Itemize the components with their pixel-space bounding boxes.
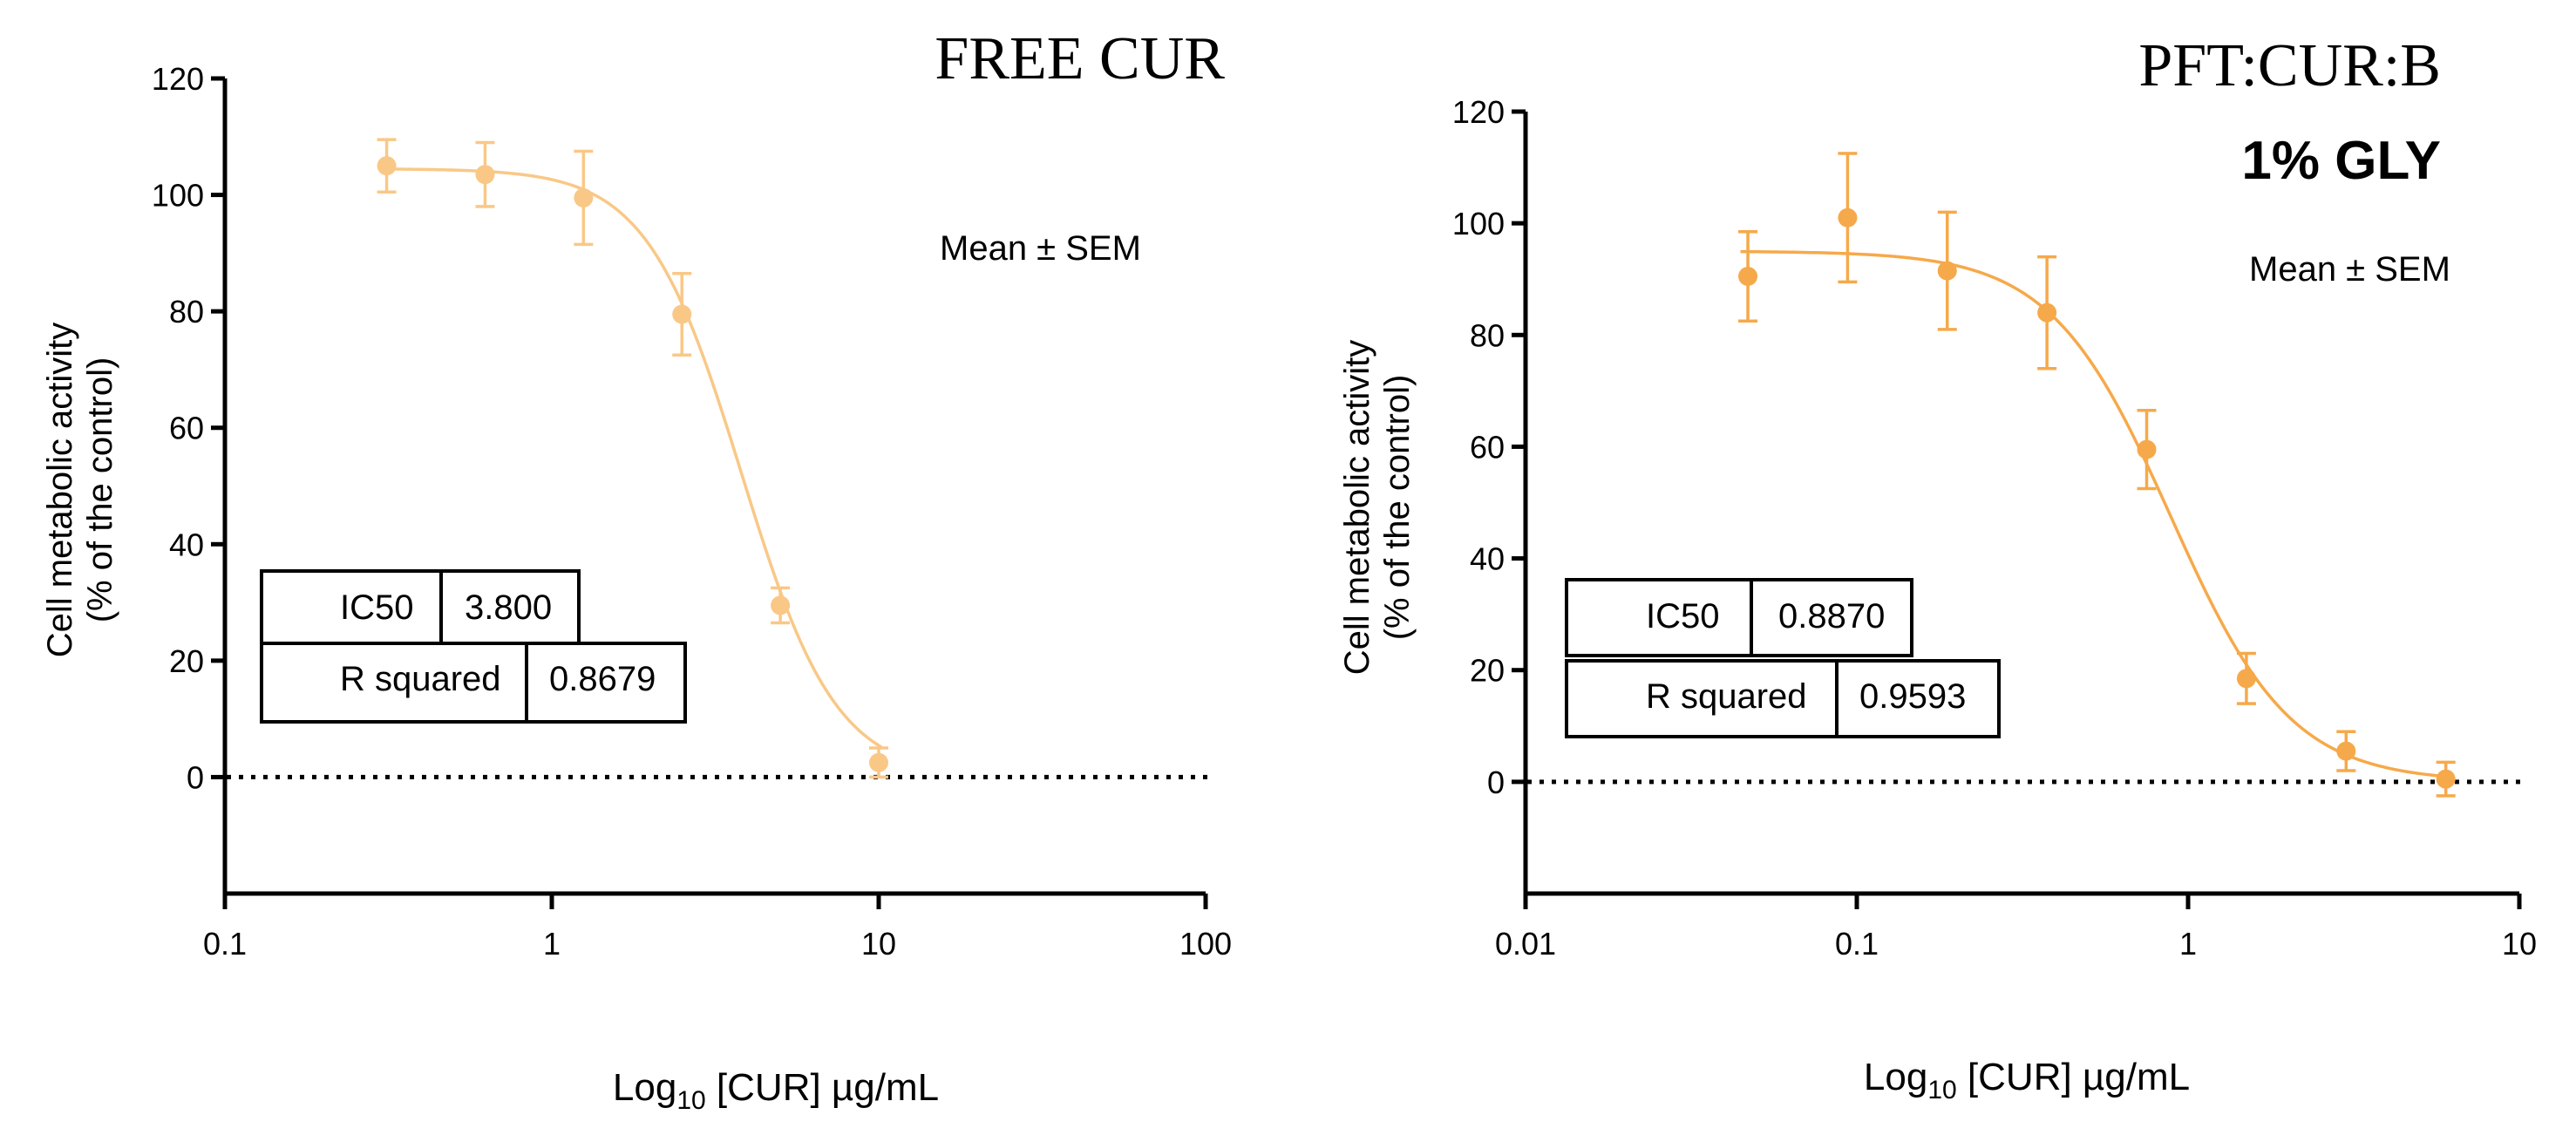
y-tick-label: 80 <box>169 294 204 330</box>
pft-cur-b-chart: Cell metabolic activity (% of the contro… <box>1338 32 2537 1105</box>
y-tick-label: 0 <box>1487 765 1505 800</box>
ic50-label: IC50 <box>1646 597 1720 636</box>
x-tick-label: 0.1 <box>1835 926 1879 962</box>
ic50-value: 3.800 <box>465 588 552 627</box>
y-axis-title-line-1: Cell metabolic activity <box>41 323 79 658</box>
data-point <box>672 304 692 324</box>
x-tick-label: 0.1 <box>203 926 247 962</box>
r-squared-value-cell <box>1835 659 2001 738</box>
y-tick-label: 80 <box>1470 317 1505 353</box>
data-point <box>2037 302 2057 323</box>
r-squared-label-cell <box>1565 659 1839 738</box>
x-tick-label: 10 <box>861 926 896 962</box>
x-tick-label: 10 <box>2502 926 2537 962</box>
chart-subtitle: 1% GLY <box>2241 131 2441 191</box>
x-tick-label: 0.01 <box>1495 926 1556 962</box>
r-squared-value-cell <box>525 642 687 724</box>
chart-title: PFT:CUR:B <box>2138 32 2441 99</box>
data-point <box>1937 261 1957 281</box>
stats-table: IC50 0.8870 R squared 0.9593 <box>1565 578 2001 738</box>
ic50-value-cell <box>1750 578 1913 657</box>
chart-title: FREE CUR <box>935 25 1225 92</box>
fit-curve <box>1740 249 2450 778</box>
mean-sem-note: Mean ± SEM <box>940 229 1141 268</box>
x-tick-label: 1 <box>2179 926 2197 962</box>
x-tick-label: 1 <box>543 926 561 962</box>
ic50-label: IC50 <box>340 588 414 627</box>
y-axis-title-line-1: Cell metabolic activity <box>1338 340 1376 676</box>
r-squared-value: 0.9593 <box>1859 677 1966 716</box>
ic50-label-cell <box>1565 578 1753 657</box>
data-point <box>574 187 594 207</box>
y-tick-label: 60 <box>1470 429 1505 465</box>
y-tick-label: 100 <box>152 178 204 214</box>
y-tick-label: 100 <box>1452 206 1505 241</box>
r-squared-label: R squared <box>340 660 501 698</box>
data-point <box>1838 207 1858 228</box>
data-point <box>2336 741 2356 761</box>
free-cur-chart: Cell metabolic activity (% of the contro… <box>41 25 1232 1115</box>
mean-sem-note: Mean ± SEM <box>2249 250 2450 289</box>
y-axis-title-line-2: (% of the control) <box>81 357 119 623</box>
ic50-label-cell <box>260 569 443 645</box>
y-tick-label: 120 <box>152 61 204 97</box>
x-tick-label: 100 <box>1179 926 1232 962</box>
r-squared-value: 0.8679 <box>549 660 656 698</box>
y-axis-title: Cell metabolic activity (% of the contro… <box>41 323 119 658</box>
y-axis-title-line-2: (% of the control) <box>1378 375 1417 641</box>
y-tick-label: 40 <box>169 527 204 562</box>
data-point <box>2236 669 2256 689</box>
y-tick-label: 60 <box>169 411 204 446</box>
x-axis-title: Log10 [CUR] µg/mL <box>1864 1056 2190 1105</box>
y-axis-title: Cell metabolic activity (% of the contro… <box>1338 340 1417 676</box>
r-squared-label-cell <box>260 642 528 724</box>
x-axis-title: Log10 [CUR] µg/mL <box>613 1066 939 1115</box>
data-point <box>771 595 791 615</box>
data-point <box>1738 267 1758 287</box>
y-tick-label: 20 <box>169 643 204 679</box>
y-tick-label: 40 <box>1470 541 1505 577</box>
data-point <box>869 752 888 772</box>
stats-table: IC50 3.800 R squared 0.8679 <box>260 569 687 724</box>
y-tick-label: 0 <box>187 759 204 795</box>
r-squared-label: R squared <box>1646 677 1807 716</box>
fit-curve <box>379 167 883 749</box>
data-point <box>2436 769 2456 789</box>
y-tick-label: 120 <box>1452 94 1505 130</box>
data-point <box>2137 439 2157 459</box>
data-point <box>475 165 495 185</box>
data-point <box>377 156 397 176</box>
ic50-value: 0.8870 <box>1778 597 1885 636</box>
y-tick-label: 20 <box>1470 653 1505 689</box>
